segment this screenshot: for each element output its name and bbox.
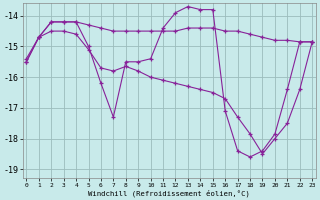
X-axis label: Windchill (Refroidissement éolien,°C): Windchill (Refroidissement éolien,°C) [88,189,250,197]
